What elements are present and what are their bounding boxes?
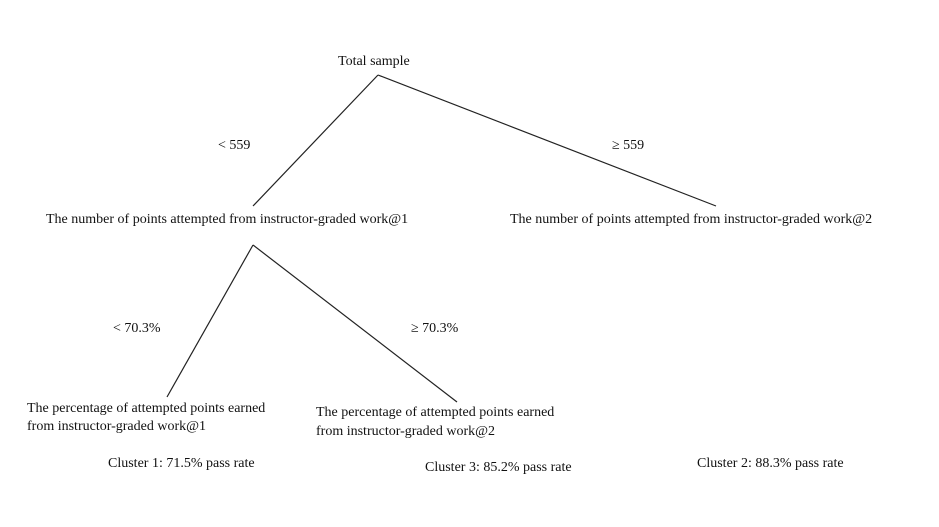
condition-left-level1: < 559 [218,138,251,153]
condition-left-level2: < 70.3% [113,321,161,336]
cluster-2-label: Cluster 2: 88.3% pass rate [697,456,844,471]
root-node: Total sample [338,54,410,69]
edge-root-to-right [377,74,717,207]
edge-root-to-left [252,74,379,207]
cluster-1-label: Cluster 1: 71.5% pass rate [108,456,255,471]
node-right-level1: The number of points attempted from inst… [510,212,873,227]
node-left-level2-line1: The percentage of attempted points earne… [27,401,266,416]
cluster-3-label: Cluster 3: 85.2% pass rate [425,460,572,475]
node-right-level2-line1: The percentage of attempted points earne… [316,405,555,420]
condition-right-level1: ≥ 559 [612,138,645,153]
node-left-level2-line2: from instructor-graded work@1 [27,419,207,434]
node-right-level2-line2: from instructor-graded work@2 [316,424,496,439]
node-left-level1: The number of points attempted from inst… [46,212,409,227]
edge-node1-to-right [252,244,458,403]
condition-right-level2: ≥ 70.3% [411,321,459,336]
edge-node1-to-left [166,244,254,398]
